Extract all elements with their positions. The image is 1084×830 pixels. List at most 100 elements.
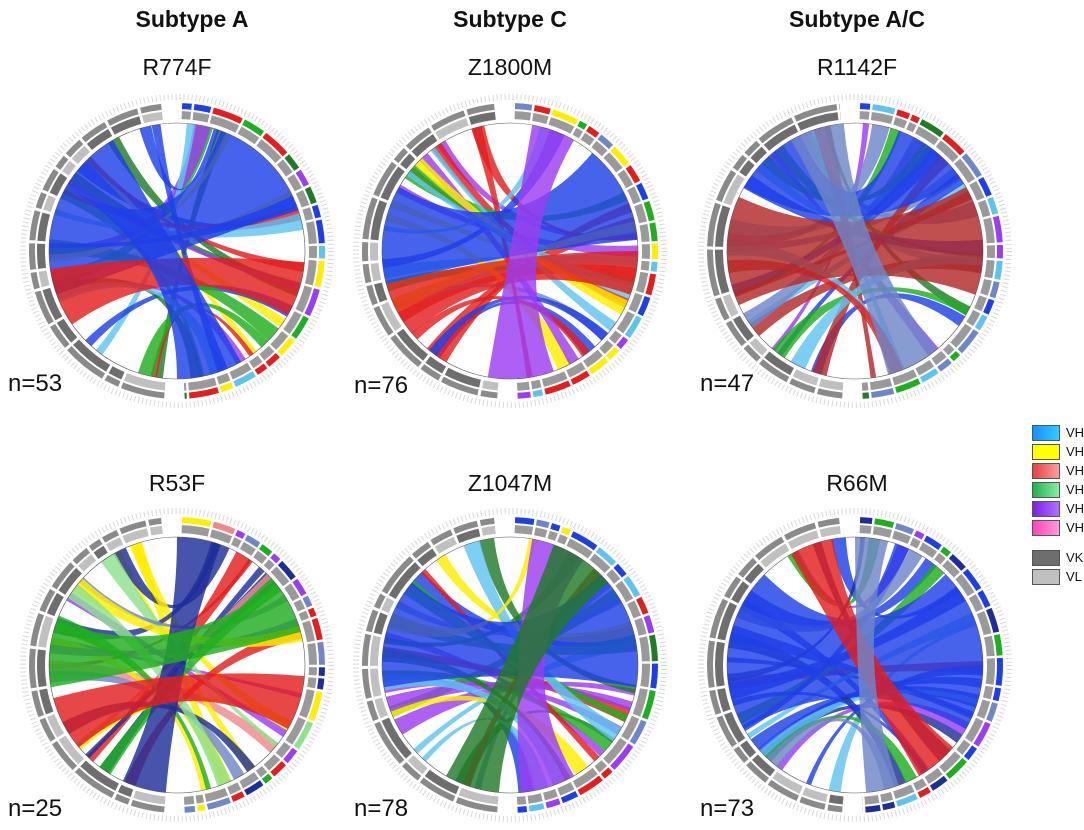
light-chain-segment (828, 794, 844, 805)
chord-ribbon (727, 124, 890, 247)
gene-segment (636, 182, 649, 201)
outer-segment (104, 374, 121, 387)
legend-swatch-vh1 (1032, 425, 1060, 441)
gene-segment (560, 526, 572, 536)
heavy-chain-segment (968, 594, 984, 612)
legend-swatch-vk (1032, 550, 1060, 566)
outer-segment (373, 593, 386, 609)
light-chain-segment (86, 129, 113, 151)
heavy-chain-segment (615, 580, 634, 603)
heavy-chain-segment (872, 526, 893, 538)
gene-segment (937, 358, 952, 372)
gene-segment (206, 797, 231, 810)
gene-segment (994, 260, 1003, 280)
light-chain-segment (374, 282, 388, 303)
gene-segment (948, 553, 966, 571)
chord-ribbon (382, 152, 638, 285)
light-chain-segment (43, 195, 56, 213)
gene-segment (894, 522, 915, 535)
outer-segment (362, 241, 369, 262)
heavy-chain-segment (229, 362, 252, 380)
light-chain-segment (37, 212, 51, 242)
chord-ribbon (727, 259, 904, 375)
outer-segment (88, 538, 103, 551)
gene-segment (963, 745, 978, 760)
heavy-chain-segment (557, 534, 568, 545)
gene-segment (636, 596, 649, 615)
gene-segment (986, 702, 998, 722)
gene-segment (277, 337, 295, 356)
gene-segment (318, 245, 325, 259)
column-heading-subtype-a: Subtype A (135, 6, 249, 32)
gene-segment (184, 805, 196, 813)
gene-segment (995, 657, 1003, 686)
light-chain-segment (39, 688, 54, 715)
light-chain-segment (819, 378, 844, 391)
gene-segment (896, 109, 911, 120)
gene-segment (624, 315, 642, 339)
outer-segment (716, 170, 737, 202)
chord-ribbon (48, 582, 301, 688)
outer-segment (743, 344, 761, 362)
gene-segment (983, 298, 995, 315)
legend-item-vh2: VH2 (1032, 443, 1084, 461)
gene-segment (318, 667, 325, 677)
heavy-chain-segment (566, 538, 593, 559)
heavy-chain-segment (514, 111, 532, 121)
light-chain-segment (839, 111, 842, 120)
heavy-chain-segment (924, 768, 943, 784)
chord-ribbon (742, 543, 910, 732)
heavy-chain-segment (307, 677, 317, 689)
outer-segment (55, 155, 69, 170)
outer-segment (29, 243, 37, 270)
light-chain-segment (722, 294, 739, 317)
legend-item-vh3: VH3 (1032, 462, 1084, 480)
heavy-chain-segment (583, 349, 603, 368)
heavy-chain-segment (935, 140, 959, 163)
heavy-chain-segment (870, 112, 894, 125)
gene-segment (862, 806, 864, 813)
gene-segment (641, 690, 656, 720)
heavy-chain-segment (984, 259, 995, 279)
light-chain-segment (388, 562, 421, 599)
light-chain-segment (370, 242, 379, 261)
heavy-chain-segment (869, 378, 893, 391)
outer-segment (365, 609, 379, 633)
light-chain-segment (396, 328, 429, 361)
light-chain-segment (749, 337, 768, 356)
outer-segment (759, 359, 790, 383)
gene-segment (532, 389, 544, 398)
heavy-chain-segment (627, 186, 641, 205)
heavy-chain-segment (572, 127, 583, 139)
legend-swatch-vh6 (1032, 520, 1060, 536)
outer-segment (50, 323, 70, 348)
outer-segment (42, 168, 59, 192)
outer-segment (738, 557, 757, 578)
outer-segment (455, 797, 498, 813)
heavy-chain-segment (295, 190, 310, 208)
heavy-chain-segment (307, 643, 317, 665)
heavy-chain-segment (976, 699, 991, 719)
gene-segment (517, 806, 528, 813)
outer-segment (479, 517, 495, 526)
gene-segment (651, 243, 658, 260)
inner-circle (726, 122, 984, 380)
gene-segment (244, 534, 261, 548)
light-chain-segment (763, 124, 799, 151)
legend-swatch-vh4 (1032, 482, 1060, 498)
light-chain-segment (715, 249, 730, 294)
chord-ribbon (471, 125, 638, 241)
gene-segment (859, 517, 873, 524)
light-chain-segment (400, 153, 416, 170)
outer-segment (402, 762, 422, 781)
heavy-chain-segment (270, 566, 290, 587)
outer-segment (466, 103, 495, 116)
panel-title-r66m: R66M (826, 470, 888, 496)
heavy-chain-segment (599, 340, 614, 355)
gene-segment (517, 391, 531, 399)
heavy-chain-segment (859, 525, 872, 534)
light-chain-segment (370, 262, 382, 282)
heavy-chain-segment (608, 330, 622, 344)
legend-label: VH1 (1066, 425, 1084, 440)
gene-segment (871, 387, 895, 399)
